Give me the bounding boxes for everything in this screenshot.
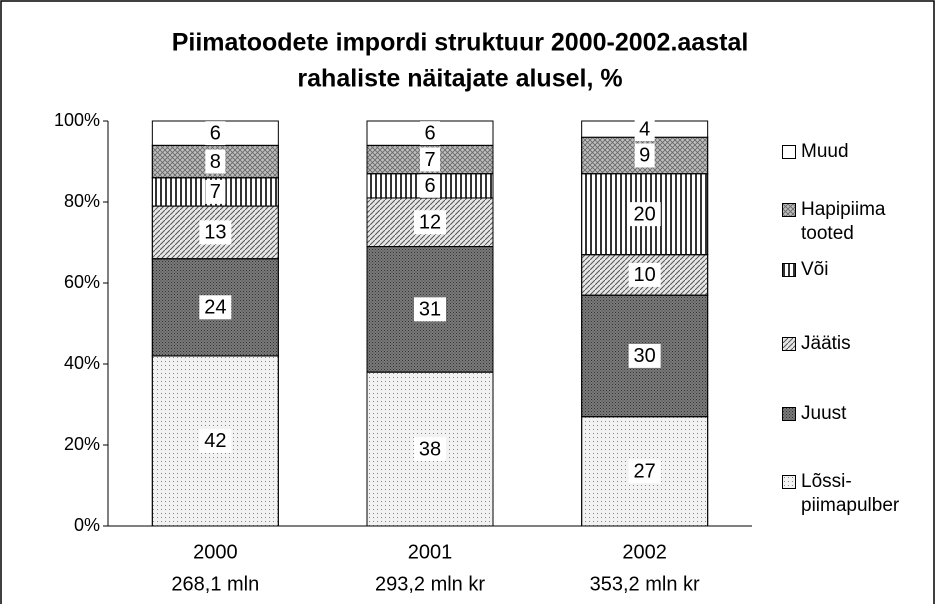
value-label-box (634, 143, 655, 168)
legend-item: Juust (782, 402, 929, 426)
legend-item: Lõssi-piimapulber (782, 470, 929, 518)
x-tick-label: 2000 (193, 541, 238, 563)
value-label: 8 (210, 151, 221, 173)
value-label-box (199, 295, 232, 320)
x-tick-label: 2001 (408, 541, 453, 563)
value-label: 7 (424, 149, 435, 171)
legend-label: Juust (801, 403, 847, 424)
legend-swatch (782, 203, 796, 217)
y-tick-label: 0% (74, 515, 100, 535)
value-label-box (205, 121, 226, 146)
value-label: 6 (424, 175, 435, 197)
value-label-box (628, 262, 661, 287)
legend-pattern (783, 338, 795, 350)
legend-label: Lõssi-piimapulber (801, 471, 900, 516)
y-tick-label: 60% (64, 272, 100, 292)
value-label: 6 (424, 122, 435, 144)
legend-swatch (782, 145, 796, 159)
y-tick-label: 20% (64, 434, 100, 454)
chart-subtitle: rahaliste näitajate alusel, % (297, 65, 622, 93)
value-label-box (628, 202, 661, 227)
value-label: 27 (634, 461, 656, 483)
value-label-box (634, 117, 655, 142)
value-label-box (199, 428, 232, 453)
legend-item: Jäätis (782, 332, 929, 356)
legend-label: Jäätis (801, 333, 851, 354)
value-label-box (414, 437, 446, 462)
x-tick-sublabel: 293,2 mln kr (375, 573, 485, 595)
value-label: 4 (639, 118, 650, 140)
value-label: 20 (634, 203, 656, 225)
value-label-box (420, 121, 440, 146)
legend-label: Või (801, 259, 829, 280)
legend-swatch (782, 263, 796, 277)
value-label: 24 (204, 297, 226, 319)
value-label-box (628, 459, 661, 484)
value-label-box (414, 210, 446, 235)
legend-label: Muud (801, 141, 849, 162)
x-tick-sublabel: 353,2 mln kr (590, 573, 700, 595)
value-label-box (199, 220, 232, 245)
legend-pattern (783, 204, 795, 216)
value-label: 30 (634, 345, 656, 367)
value-label: 10 (634, 264, 656, 286)
y-tick-label: 100% (54, 110, 100, 130)
value-label: 9 (639, 145, 650, 167)
legend-pattern (783, 476, 795, 488)
value-label-box (205, 149, 226, 174)
y-tick-label: 40% (64, 353, 100, 373)
value-label: 12 (419, 212, 441, 234)
legend-swatch (782, 337, 796, 351)
value-label: 38 (419, 438, 441, 460)
value-label: 42 (204, 430, 226, 452)
legend-item: Muud (782, 140, 929, 164)
x-tick-sublabel: 268,1 mln (171, 573, 259, 595)
value-label-box (414, 297, 446, 322)
value-label-box (420, 173, 440, 198)
legend-swatch (782, 407, 796, 421)
value-label: 13 (204, 222, 226, 244)
value-label: 31 (419, 299, 441, 321)
legend-label: Hapipiima tooted (801, 199, 886, 244)
legend-item: Või (782, 258, 929, 282)
chart-title: Piimatoodete impordi struktuur 2000-2002… (172, 29, 749, 57)
legend-swatch (782, 475, 796, 489)
x-tick-label: 2002 (622, 541, 667, 563)
legend-pattern (783, 408, 795, 420)
y-tick-label: 80% (64, 191, 100, 211)
value-label-box (420, 147, 440, 172)
value-label: 6 (210, 122, 221, 144)
value-label: 7 (210, 181, 221, 203)
value-label-box (205, 179, 226, 204)
legend-item: Hapipiima tooted (782, 198, 929, 246)
legend-pattern (783, 264, 795, 276)
value-label-box (628, 343, 661, 368)
